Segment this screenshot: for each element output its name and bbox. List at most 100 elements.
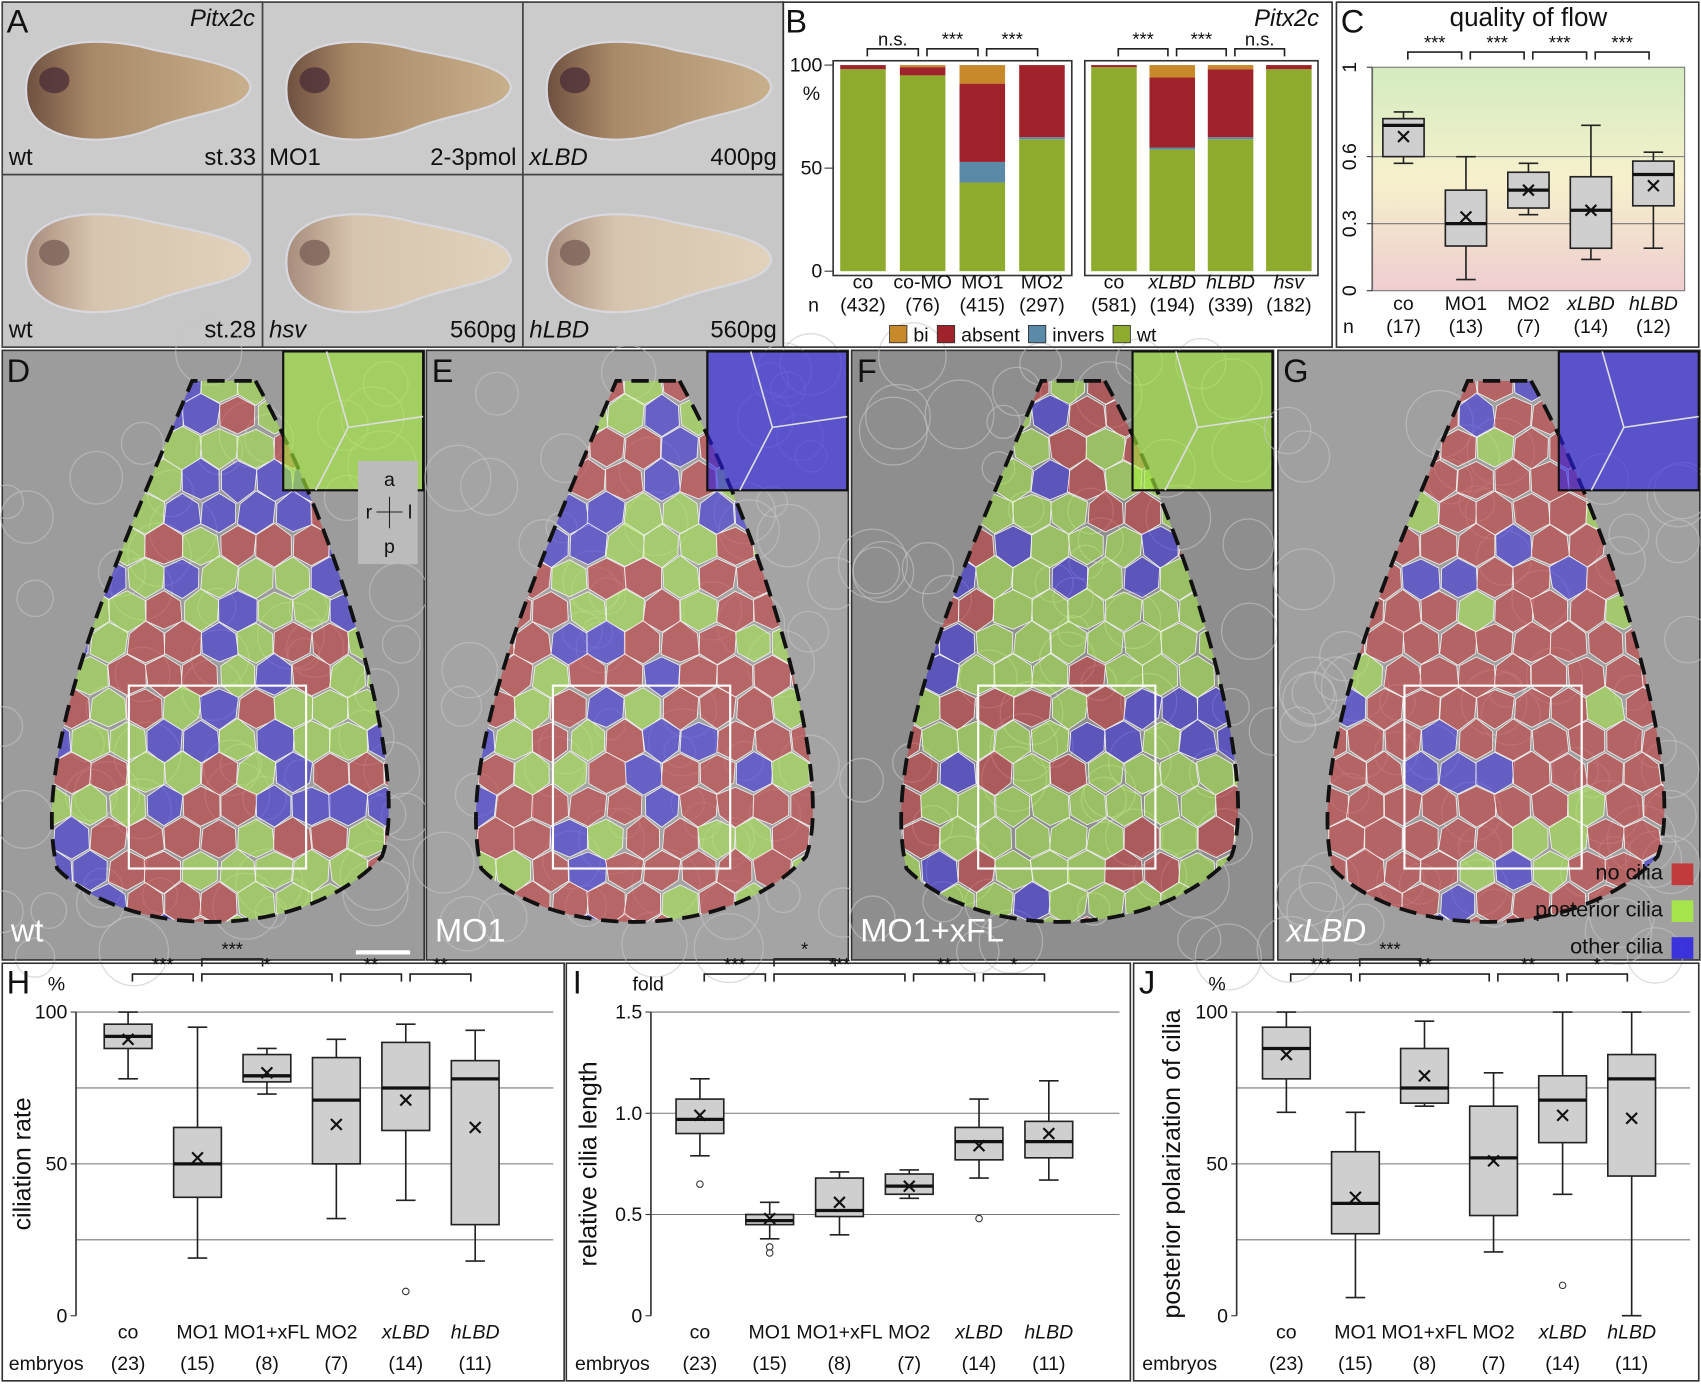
cell xyxy=(716,720,756,762)
cell xyxy=(1567,720,1606,761)
cell xyxy=(1383,787,1423,827)
sem-texture xyxy=(1608,513,1650,555)
cell xyxy=(475,816,479,862)
cell xyxy=(143,850,181,895)
orientation-label: a xyxy=(384,469,395,491)
cell xyxy=(643,457,681,502)
cell xyxy=(384,819,389,861)
cell xyxy=(1066,457,1108,501)
y-tick-label: 0 xyxy=(1339,285,1361,296)
count-label: (17) xyxy=(1386,316,1421,338)
x-tick-label: xLBD xyxy=(954,1322,1003,1344)
sem-texture xyxy=(381,624,421,664)
box xyxy=(884,1173,934,1196)
sem-texture xyxy=(1655,519,1700,564)
cell xyxy=(273,621,313,663)
zoom-box xyxy=(977,684,1157,870)
cell xyxy=(1123,556,1161,599)
y-axis-label: ciliation rate xyxy=(8,1097,36,1230)
x-tick-label: co xyxy=(1393,293,1414,315)
count-label: (14) xyxy=(388,1353,423,1375)
count-label: (7) xyxy=(324,1353,348,1375)
x-tick-label: hLBD xyxy=(1629,293,1678,315)
image-label: 400pg xyxy=(710,144,776,171)
cell xyxy=(1458,392,1496,438)
cell xyxy=(939,751,977,794)
legend-label: wt xyxy=(1136,325,1157,347)
mean-marker xyxy=(1584,204,1598,217)
cell xyxy=(1512,816,1549,861)
sem-texture xyxy=(14,937,56,978)
y-axis-label: % xyxy=(803,83,820,105)
y-tick-label: 50 xyxy=(1206,1153,1228,1175)
cell xyxy=(735,623,771,663)
count-label: (8) xyxy=(1413,1353,1437,1375)
box xyxy=(1537,1074,1588,1144)
cell xyxy=(145,590,183,630)
box xyxy=(1330,1150,1381,1235)
x-tick-label: MO1 xyxy=(1334,1322,1376,1344)
image-label: st.33 xyxy=(204,144,256,171)
cell xyxy=(1123,688,1163,731)
significance-bracket xyxy=(912,973,976,982)
cell xyxy=(770,751,810,793)
sem-texture xyxy=(120,421,165,466)
legend-swatch xyxy=(1671,900,1694,922)
cell xyxy=(1049,753,1088,794)
cell xyxy=(1067,587,1105,630)
cell xyxy=(532,850,569,893)
plot-frame xyxy=(1083,59,1319,277)
cell xyxy=(1030,785,1071,827)
mean-marker xyxy=(1487,1154,1500,1168)
count-label: (12) xyxy=(1636,316,1671,338)
sem-texture xyxy=(1664,615,1701,664)
count-label: (14) xyxy=(1574,316,1609,338)
cell xyxy=(1346,719,1384,762)
embryo-eye xyxy=(299,67,330,94)
mean-marker xyxy=(1556,1109,1569,1122)
box xyxy=(311,1056,362,1165)
box xyxy=(450,1059,500,1226)
orientation-label: r xyxy=(366,501,373,523)
significance-label: n.s. xyxy=(878,29,908,50)
y-tick-label: 0.3 xyxy=(1339,210,1361,237)
cell xyxy=(310,818,348,859)
sem-texture xyxy=(1342,903,1385,946)
cell xyxy=(1104,591,1143,633)
count-label: (13) xyxy=(1449,316,1484,338)
cell xyxy=(1030,459,1071,501)
y-unit: fold xyxy=(632,973,663,995)
significance-bracket xyxy=(1175,47,1228,57)
count-label: (23) xyxy=(111,1353,146,1375)
mean-marker xyxy=(833,1196,846,1209)
x-tick-label: MO1+xFL xyxy=(224,1322,310,1344)
x-tick-label: hLBD xyxy=(1206,272,1255,294)
cell xyxy=(681,850,717,892)
significance-label: *** xyxy=(942,29,964,50)
cell xyxy=(144,522,184,565)
cell xyxy=(641,717,681,764)
legend-swatch xyxy=(1671,863,1694,886)
x-tick-label: MO2 xyxy=(1472,1322,1514,1344)
cell xyxy=(623,426,662,470)
cell xyxy=(1087,882,1125,922)
cell xyxy=(163,620,202,664)
inset xyxy=(706,350,849,492)
cell xyxy=(1530,523,1571,566)
x-tick-label: MO1 xyxy=(1445,293,1487,315)
embryo xyxy=(545,213,773,314)
panel-frame xyxy=(782,1,1333,348)
sem-texture xyxy=(756,503,821,568)
embryo xyxy=(285,40,513,141)
cell xyxy=(625,815,660,860)
x-tick-label: xLBD xyxy=(1566,293,1615,315)
cell xyxy=(604,851,645,891)
count-axis-label: embryos xyxy=(575,1353,650,1375)
sem-texture xyxy=(439,895,495,952)
sem-texture xyxy=(474,371,519,416)
embryo-eye xyxy=(559,239,591,266)
image-label: MO1 xyxy=(269,144,321,171)
image-label: 560pg xyxy=(710,316,776,343)
y-tick-label: 1.0 xyxy=(615,1103,642,1125)
mean-marker xyxy=(260,1066,274,1079)
